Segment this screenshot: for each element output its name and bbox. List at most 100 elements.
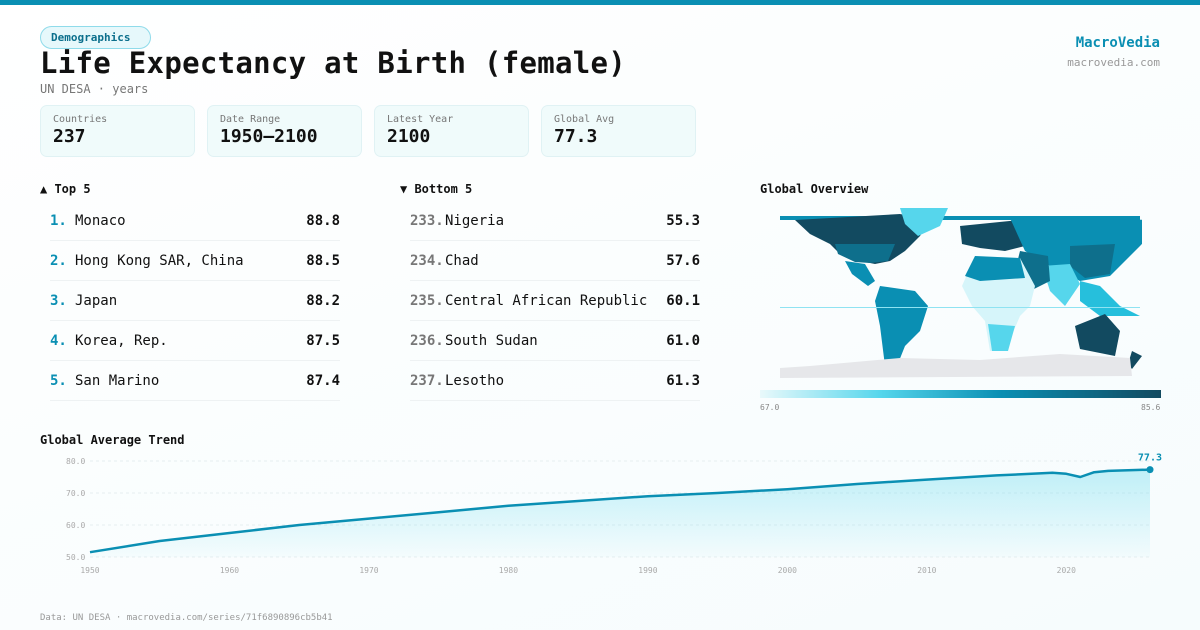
rank: 236.	[410, 332, 444, 349]
map-new-zealand	[1128, 351, 1142, 369]
map-southeast-asia	[1080, 281, 1140, 316]
country-value: 88.5	[306, 252, 340, 269]
map-greenland	[900, 208, 948, 236]
ranking-row: 235. Central African Republic 60.1	[410, 281, 700, 321]
x-tick-label: 1970	[359, 566, 378, 575]
stat-value: 2100	[387, 126, 431, 147]
x-tick-label: 2020	[1057, 566, 1076, 575]
country-name: Japan	[75, 292, 118, 309]
rank: 2.	[50, 252, 67, 269]
country-name: Lesotho	[445, 372, 505, 389]
x-tick-label: 2000	[778, 566, 797, 575]
rank: 1.	[50, 212, 67, 229]
ranking-row: 4. Korea, Rep. 87.5	[50, 321, 340, 361]
country-value: 55.3	[666, 212, 700, 229]
bottom5-list: 233. Nigeria 55.3 234. Chad 57.6 235. Central A…	[400, 201, 700, 401]
country-value: 88.8	[306, 212, 340, 229]
country-value: 88.2	[306, 292, 340, 309]
map-north-america	[795, 214, 930, 264]
country-value: 87.4	[306, 372, 340, 389]
footer-source: Data: UN DESA · macrovedia.com/series/71…	[40, 613, 333, 623]
ranking-row: 3. Japan 88.2	[50, 281, 340, 321]
end-point-marker	[1146, 466, 1154, 474]
country-name: Central African Republic	[445, 292, 648, 309]
ranking-row: 1. Monaco 88.8	[50, 201, 340, 241]
category-badge: Demographics	[40, 26, 152, 49]
stat-card-global-avg: Global Avg 77.3	[541, 105, 696, 157]
map-antarctica	[780, 354, 1132, 378]
map-heading: Global Overview	[760, 182, 869, 196]
country-value: 60.1	[666, 292, 700, 309]
y-tick-label: 80.0	[66, 457, 85, 466]
country-value: 57.6	[666, 252, 700, 269]
map-europe	[960, 220, 1025, 251]
stat-label: Date Range	[220, 114, 281, 125]
country-name: Nigeria	[445, 212, 505, 229]
top5-list: 1. Monaco 88.8 2. Hong Kong SAR, China 88.5 3.…	[40, 201, 340, 401]
country-name: South Sudan	[445, 332, 538, 349]
country-value: 87.5	[306, 332, 340, 349]
y-tick-label: 50.0	[66, 553, 85, 562]
country-name: Chad	[445, 252, 479, 269]
country-name: San Marino	[75, 372, 160, 389]
map-central-america	[845, 261, 875, 286]
legend-min-label: 67.0	[760, 403, 780, 412]
stat-card-countries: Countries 237	[40, 105, 195, 157]
x-tick-label: 1960	[220, 566, 239, 575]
map-color-legend	[760, 390, 1161, 398]
stat-label: Global Avg	[554, 114, 615, 125]
rank: 233.	[410, 212, 444, 229]
stat-label: Countries	[53, 114, 108, 125]
map-southern-africa	[988, 324, 1015, 351]
trend-line	[89, 468, 1151, 554]
stat-value: 1950–2100	[220, 126, 318, 147]
x-tick-label: 1980	[499, 566, 518, 575]
country-name: Monaco	[75, 212, 126, 229]
map-south-asia	[1042, 264, 1080, 306]
y-tick-label: 70.0	[66, 489, 85, 498]
ranking-row: 234. Chad 57.6	[410, 241, 700, 281]
y-tick-label: 60.0	[66, 521, 85, 530]
x-tick-label: 1950	[80, 566, 99, 575]
map-arctic-strip	[780, 216, 1140, 220]
ranking-row: 2. Hong Kong SAR, China 88.5	[50, 241, 340, 281]
map-australia	[1075, 314, 1120, 356]
rank: 5.	[50, 372, 67, 389]
ranking-row: 233. Nigeria 55.3	[410, 201, 700, 241]
stat-card-date-range: Date Range 1950–2100	[207, 105, 362, 157]
brand-logo: MacroVedia	[1075, 35, 1160, 51]
world-map	[780, 208, 1142, 378]
rank: 235.	[410, 292, 444, 309]
page-subtitle: UN DESA · years	[40, 82, 149, 96]
stat-value: 237	[53, 126, 86, 147]
rank: 234.	[410, 252, 444, 269]
brand-url: macrovedia.com	[1067, 56, 1160, 69]
top-accent-bar	[0, 0, 1200, 5]
bottom5-heading: ▼ Bottom 5	[400, 182, 473, 196]
rank: 3.	[50, 292, 67, 309]
ranking-row: 236. South Sudan 61.0	[410, 321, 700, 361]
country-name: Korea, Rep.	[75, 332, 168, 349]
map-equator-line	[780, 307, 1140, 308]
country-name: Hong Kong SAR, China	[75, 252, 244, 269]
top5-heading: ▲ Top 5	[40, 182, 91, 196]
ranking-row: 237. Lesotho 61.3	[410, 361, 700, 401]
end-value-label: 77.3	[1138, 453, 1162, 464]
trend-chart: 80.0 70.0 60.0 50.0 1950 1960 1970 1980 1990 2000…	[66, 453, 1162, 575]
country-value: 61.0	[666, 332, 700, 349]
map-usa	[835, 244, 895, 263]
ranking-row: 5. San Marino 87.4	[50, 361, 340, 401]
x-tick-label: 2010	[917, 566, 936, 575]
stat-value: 77.3	[554, 126, 598, 147]
legend-max-label: 85.6	[1141, 403, 1161, 412]
stat-card-latest-year: Latest Year 2100	[374, 105, 529, 157]
rank: 4.	[50, 332, 67, 349]
stat-label: Latest Year	[387, 114, 454, 125]
country-value: 61.3	[666, 372, 700, 389]
x-tick-label: 1990	[638, 566, 657, 575]
page-title: Life Expectancy at Birth (female)	[40, 46, 627, 80]
rank: 237.	[410, 372, 444, 389]
map-china	[1070, 244, 1115, 278]
chart-title: Global Average Trend	[40, 433, 185, 447]
trend-area	[90, 469, 1150, 557]
